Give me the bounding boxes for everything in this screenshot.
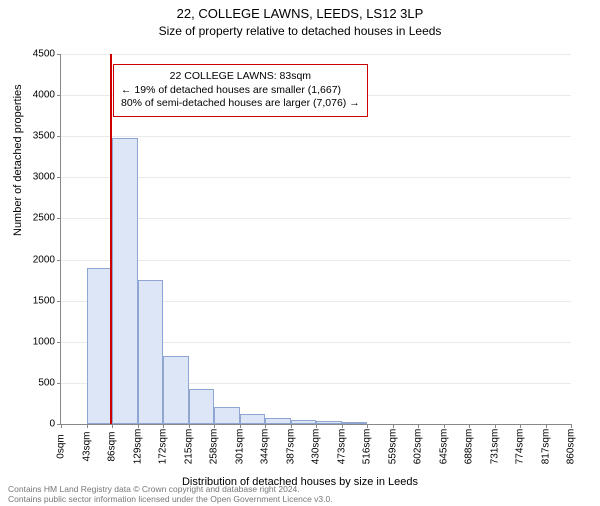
x-tick-label: 258sqm (209, 429, 220, 465)
annotation-line: 80% of semi-detached houses are larger (… (121, 97, 360, 111)
histogram-bar (316, 421, 342, 424)
histogram-bar (163, 356, 189, 424)
footer-attribution: Contains HM Land Registry data © Crown c… (8, 484, 333, 504)
x-tick-mark (240, 424, 241, 428)
gridline (61, 177, 571, 178)
y-axis-label: Number of detached properties (12, 84, 24, 236)
histogram-bar (291, 420, 317, 424)
histogram-bar (342, 422, 368, 424)
x-tick-label: 645sqm (438, 429, 449, 465)
page-title: 22, COLLEGE LAWNS, LEEDS, LS12 3LP (0, 6, 600, 21)
gridline (61, 260, 571, 261)
x-tick-label: 688sqm (464, 429, 475, 465)
x-tick-label: 731sqm (489, 429, 500, 465)
x-tick-label: 473sqm (336, 429, 347, 465)
gridline (61, 136, 571, 137)
x-tick-mark (214, 424, 215, 428)
x-tick-mark (495, 424, 496, 428)
x-tick-mark (342, 424, 343, 428)
x-tick-mark (138, 424, 139, 428)
x-tick-label: 860sqm (566, 429, 577, 465)
y-tick-mark (57, 301, 61, 302)
annotation-line: ← 19% of detached houses are smaller (1,… (121, 84, 360, 98)
x-tick-label: 559sqm (387, 429, 398, 465)
chart-container: 22, COLLEGE LAWNS, LEEDS, LS12 3LP Size … (0, 6, 600, 506)
y-tick-mark (57, 342, 61, 343)
x-tick-mark (444, 424, 445, 428)
x-tick-mark (367, 424, 368, 428)
x-tick-label: 43sqm (81, 431, 92, 461)
x-tick-label: 344sqm (260, 429, 271, 465)
y-tick-mark (57, 177, 61, 178)
x-tick-label: 172sqm (158, 429, 169, 465)
histogram-bar (214, 407, 240, 424)
reference-line (110, 54, 112, 424)
y-tick-mark (57, 95, 61, 96)
x-tick-label: 516sqm (362, 429, 373, 465)
x-tick-mark (265, 424, 266, 428)
x-tick-mark (112, 424, 113, 428)
x-tick-mark (520, 424, 521, 428)
x-tick-label: 774sqm (515, 429, 526, 465)
x-tick-label: 602sqm (413, 429, 424, 465)
histogram-bar (240, 414, 266, 424)
annotation-line: 22 COLLEGE LAWNS: 83sqm (121, 70, 360, 84)
x-tick-mark (87, 424, 88, 428)
x-tick-mark (291, 424, 292, 428)
x-tick-mark (189, 424, 190, 428)
y-tick-mark (57, 260, 61, 261)
histogram-chart: 0500100015002000250030003500400045000sqm… (60, 54, 571, 425)
x-tick-label: 86sqm (107, 431, 118, 461)
x-tick-label: 129sqm (132, 429, 143, 465)
x-tick-label: 0sqm (56, 434, 67, 458)
y-tick-mark (57, 54, 61, 55)
x-tick-label: 215sqm (183, 429, 194, 465)
histogram-bar (87, 268, 113, 424)
y-tick-mark (57, 383, 61, 384)
x-tick-mark (469, 424, 470, 428)
x-tick-mark (61, 424, 62, 428)
x-tick-mark (393, 424, 394, 428)
histogram-bar (265, 418, 291, 424)
page-subtitle: Size of property relative to detached ho… (0, 24, 600, 38)
histogram-bar (112, 138, 138, 424)
x-tick-label: 301sqm (234, 429, 245, 465)
x-tick-mark (316, 424, 317, 428)
x-tick-mark (546, 424, 547, 428)
x-tick-label: 817sqm (540, 429, 551, 465)
x-tick-mark (571, 424, 572, 428)
histogram-bar (138, 280, 164, 424)
x-tick-mark (418, 424, 419, 428)
footer-line2: Contains public sector information licen… (8, 494, 333, 504)
x-tick-mark (163, 424, 164, 428)
histogram-bar (189, 389, 215, 424)
x-tick-label: 430sqm (311, 429, 322, 465)
x-tick-label: 387sqm (285, 429, 296, 465)
footer-line1: Contains HM Land Registry data © Crown c… (8, 484, 300, 494)
y-tick-mark (57, 136, 61, 137)
gridline (61, 218, 571, 219)
gridline (61, 54, 571, 55)
annotation-box: 22 COLLEGE LAWNS: 83sqm← 19% of detached… (113, 64, 368, 117)
y-tick-mark (57, 218, 61, 219)
